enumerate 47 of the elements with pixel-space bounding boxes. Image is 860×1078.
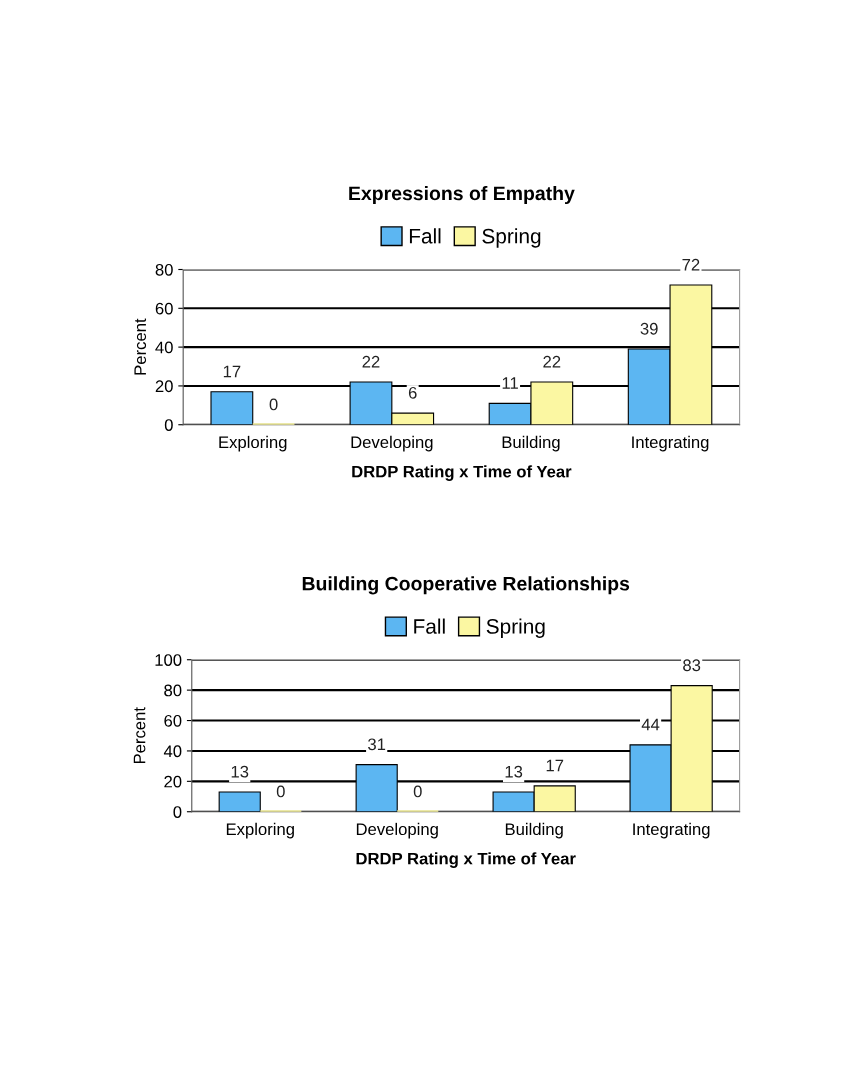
data-label: 44: [641, 718, 660, 731]
legend-label: Spring: [482, 228, 541, 248]
x-tick-label: Building: [502, 435, 560, 452]
y-tick-label: 80: [164, 684, 182, 697]
data-label: 0: [413, 785, 422, 798]
y-tick-label: 80: [155, 263, 173, 276]
data-label: 0: [269, 398, 278, 411]
data-label: 17: [546, 759, 564, 772]
y-tick-label: 40: [163, 745, 182, 758]
x-tick-label: Developing: [351, 435, 433, 452]
data-label: 6: [408, 386, 417, 399]
x-axis-title: DRDP Rating x Time of Year: [356, 852, 576, 868]
chart-title: Building Cooperative Relationships: [302, 576, 630, 595]
legend-label: Fall: [409, 228, 441, 244]
y-axis-title: Percent: [133, 707, 146, 764]
x-tick-label: Exploring: [219, 435, 287, 452]
data-label: 72: [682, 258, 700, 271]
data-label: 83: [683, 659, 701, 672]
x-tick-label: Integrating: [633, 822, 710, 839]
y-tick-label: 0: [164, 419, 173, 431]
y-tick-label: 60: [155, 302, 173, 315]
y-tick-label: 20: [164, 775, 182, 788]
legend-label: Fall: [414, 618, 445, 634]
y-tick-label: 100: [155, 654, 182, 666]
x-tick-label: Exploring: [226, 822, 294, 839]
x-axis-title: DRDP Rating x Time of Year: [352, 465, 572, 481]
y-tick-label: 40: [155, 341, 173, 354]
y-tick-label: 60: [164, 714, 182, 727]
y-tick-label: 20: [155, 380, 173, 393]
data-label: 22: [543, 355, 561, 368]
legend-label: Spring: [486, 618, 545, 638]
data-label: 13: [231, 765, 249, 778]
data-label: 11: [502, 377, 518, 389]
data-label: 0: [276, 785, 285, 798]
data-label: 22: [362, 355, 380, 368]
bar: [210, 391, 254, 425]
chart-title: Expressions of Empathy: [349, 185, 575, 205]
x-tick-label: Building: [505, 822, 563, 839]
data-label: 31: [368, 738, 386, 751]
x-tick-label: Integrating: [632, 435, 709, 452]
y-axis-title: Percent: [134, 318, 147, 375]
data-label: 13: [505, 765, 523, 778]
y-tick-label: 0: [173, 806, 182, 818]
x-tick-label: Developing: [356, 822, 438, 839]
data-label: 39: [640, 322, 658, 335]
bar: [218, 791, 261, 812]
data-label: 17: [223, 365, 241, 378]
